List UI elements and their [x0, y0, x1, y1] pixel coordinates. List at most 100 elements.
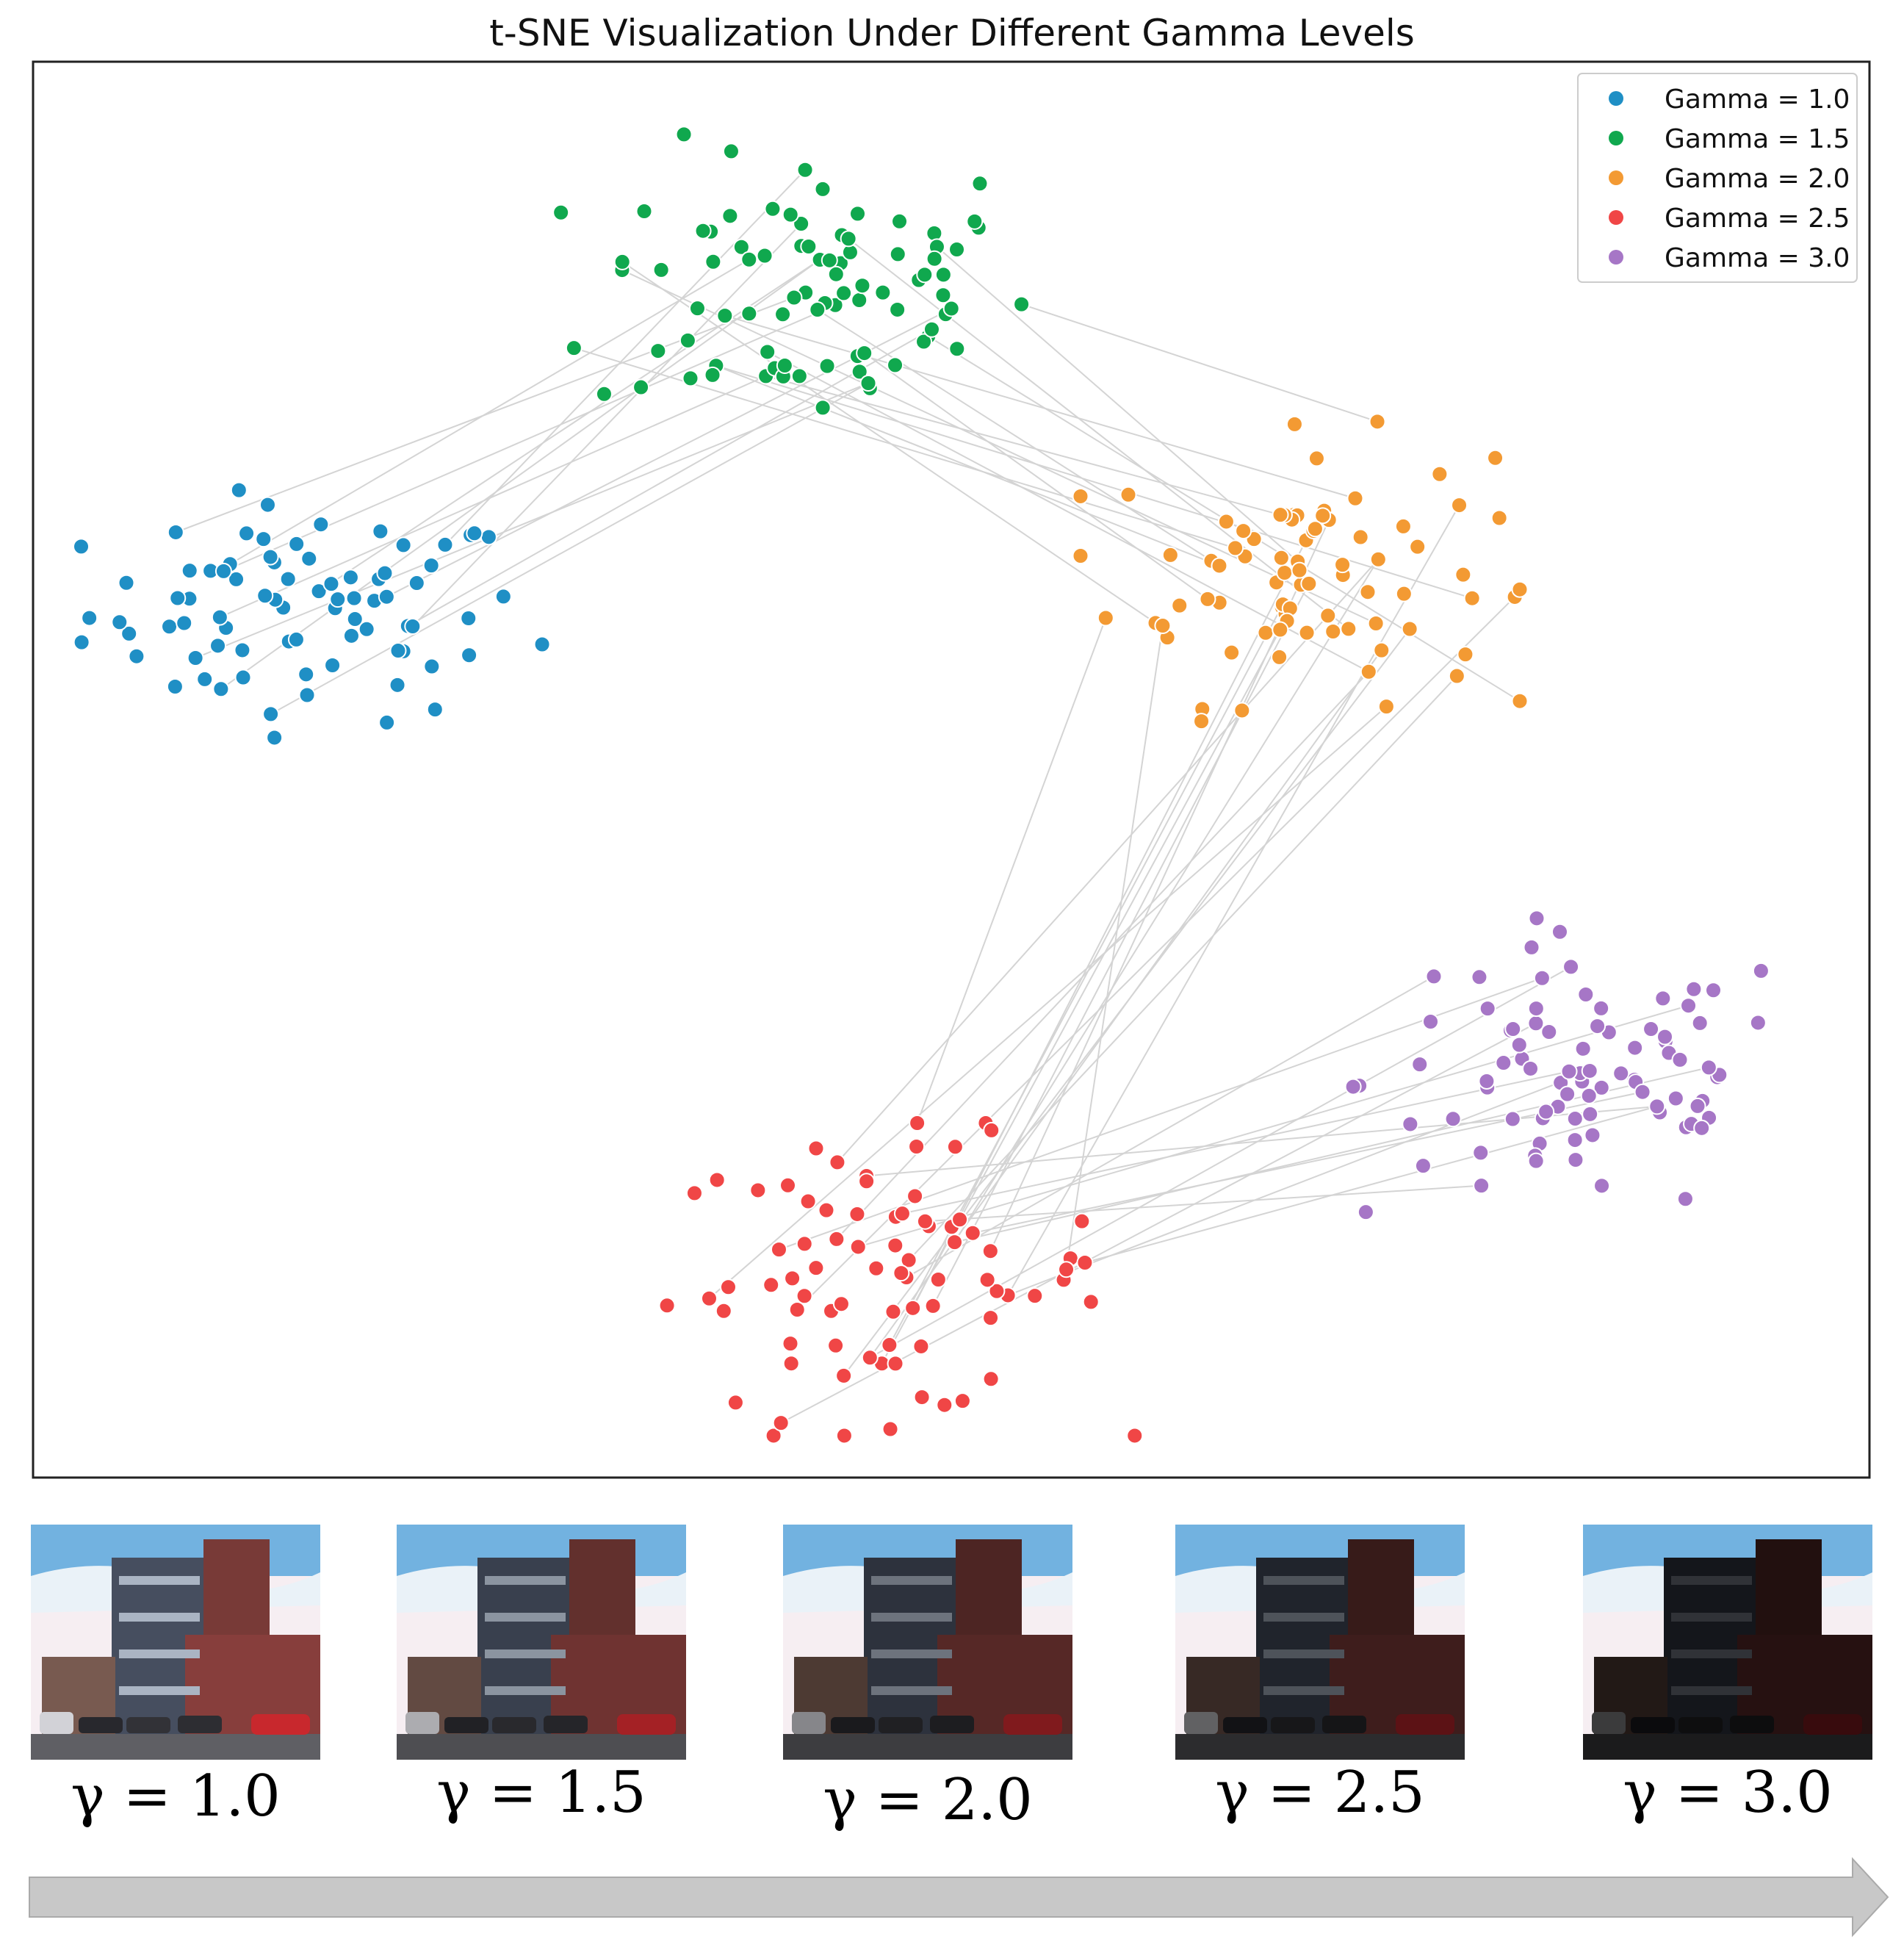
scatter-point: [1431, 465, 1449, 483]
scatter-point: [1454, 566, 1472, 583]
scatter-point: [652, 261, 670, 278]
link-line: [715, 364, 1220, 566]
link-line: [270, 382, 869, 715]
scatter-point: [762, 1276, 780, 1294]
scatter-point: [785, 289, 803, 306]
scatter-point: [1340, 620, 1357, 638]
scatter-point: [1752, 962, 1770, 979]
scatter-point: [1562, 958, 1580, 976]
scatter-point: [1448, 667, 1465, 685]
scatter-point: [1211, 557, 1228, 575]
scatter-point: [1511, 580, 1529, 598]
scatter-point: [953, 1392, 971, 1410]
scatter-point: [858, 1173, 876, 1190]
legend-marker: [1609, 131, 1623, 145]
scatter-point: [234, 669, 252, 686]
scatter-point: [1272, 549, 1290, 566]
scatter-point: [1749, 1014, 1767, 1032]
scatter-point: [1276, 564, 1294, 582]
scatter-point: [893, 1205, 911, 1223]
scatter-point: [266, 729, 284, 746]
scatter-point: [916, 266, 934, 284]
scatter-point: [708, 1171, 726, 1189]
scatter-point: [595, 385, 613, 403]
gamma-thumbnail: [31, 1525, 320, 1760]
legend-marker: [1609, 250, 1623, 265]
scatter-point: [926, 250, 943, 267]
scatter-point: [259, 496, 276, 514]
scatter-point: [1648, 1098, 1666, 1115]
scatter-point: [632, 378, 650, 396]
scatter-point: [716, 307, 734, 325]
scatter-point: [1540, 1023, 1558, 1040]
legend-marker: [1609, 91, 1623, 106]
scatter-point: [1306, 520, 1324, 538]
scatter-point: [1126, 1427, 1144, 1444]
scatter-point: [1425, 968, 1443, 985]
scatter-point: [827, 1336, 845, 1354]
scatter-point: [212, 680, 230, 698]
scatter-point: [1308, 450, 1325, 467]
scatter-point: [715, 1302, 732, 1320]
scatter-point: [799, 1192, 817, 1210]
scatter-point: [889, 245, 906, 263]
scatter-point: [234, 641, 251, 659]
scatter-point: [1580, 1087, 1598, 1104]
scatter-point: [818, 357, 836, 375]
scatter-point: [788, 1301, 806, 1319]
scatter-point: [948, 340, 966, 358]
scatter-point: [704, 366, 721, 384]
scatter-point: [700, 1289, 718, 1307]
scatter-point: [1567, 1151, 1584, 1169]
scatter-point: [923, 320, 940, 338]
scatter-point: [946, 1138, 964, 1156]
scatter-point: [1394, 517, 1412, 535]
scatter-point: [851, 292, 868, 309]
scatter-point: [120, 625, 138, 642]
scatter-point: [840, 230, 857, 248]
link-line: [973, 1091, 1643, 1234]
scatter-point: [807, 1140, 825, 1157]
link-line: [318, 259, 821, 592]
scatter-point: [1026, 1287, 1044, 1305]
scatter-point: [1300, 575, 1318, 592]
scatter-point: [81, 609, 98, 627]
legend: Gamma = 1.0 Gamma = 1.5 Gamma = 2.0 Gamma =…: [1577, 73, 1858, 283]
scatter-point: [389, 676, 406, 694]
scatter-point: [982, 1309, 1000, 1327]
scatter-point: [298, 686, 316, 704]
scatter-point: [1319, 607, 1337, 625]
scatter-point: [1227, 539, 1244, 557]
scatter-point: [682, 370, 699, 387]
scatter-point: [1272, 621, 1289, 638]
scatter-point: [196, 670, 214, 688]
scatter-point: [793, 215, 810, 233]
scatter-point: [732, 238, 750, 256]
scatter-point: [408, 575, 425, 592]
scatter-point: [916, 1212, 934, 1230]
scatter-point: [1463, 589, 1481, 607]
scatter-point: [230, 481, 248, 499]
scatter-point: [378, 713, 396, 731]
scatter-point: [1689, 1097, 1706, 1115]
scatter-point: [279, 570, 297, 588]
scatter-point: [346, 611, 364, 628]
scatter-point: [1574, 1040, 1592, 1057]
scatter-point: [1314, 507, 1332, 525]
scatter-point: [1369, 550, 1387, 568]
link-line: [912, 539, 1307, 1309]
scatter-point: [422, 557, 440, 575]
scatter-point: [951, 1211, 969, 1228]
scatter-point: [1073, 1212, 1091, 1230]
scatter-point: [256, 587, 274, 605]
scatter-point: [685, 1184, 703, 1202]
scatter-point: [1171, 597, 1189, 614]
scatter-points: [73, 126, 1770, 1444]
link-line: [869, 966, 1572, 1359]
scatter-point: [1495, 1054, 1512, 1072]
scatter-point: [423, 658, 441, 675]
scatter-point: [1344, 1078, 1362, 1095]
street-scene-image: [1583, 1525, 1872, 1760]
scatter-point: [1472, 1144, 1490, 1162]
scatter-point: [1402, 1115, 1419, 1133]
